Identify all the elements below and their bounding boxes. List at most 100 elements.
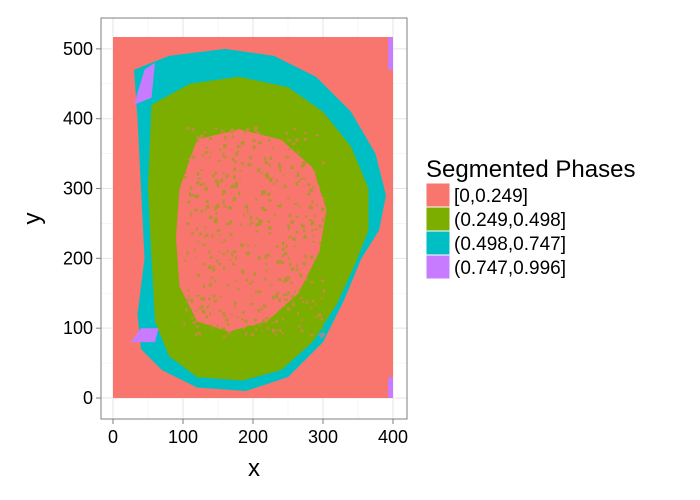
speckle-dot [246,180,250,184]
speckle-dot [307,183,311,187]
speckle-dot [290,165,294,170]
speckle-dot [251,239,255,241]
speckle-dot [282,247,285,251]
speckle-dot [235,181,238,186]
speckle-dot [308,205,313,210]
speckle-dot [247,331,252,335]
speckle-dot [249,155,252,160]
speckle-dot [204,226,207,229]
speckle-dot [314,303,317,306]
speckle-dot [196,227,199,231]
speckle-dot [275,179,278,183]
speckle-dot [282,211,285,214]
speckle-dot [277,221,280,224]
speckle-dot [312,226,316,229]
speckle-dot [318,304,321,308]
x-tick-label: 100 [168,427,198,447]
speckle-dot [204,208,206,212]
legend-label: (0.249,0.498] [454,210,566,231]
speckle-dot [216,331,220,334]
speckle-dot [311,134,314,137]
speckle-dot [188,144,191,147]
speckle-dot [273,203,277,208]
speckle-dot [259,149,262,153]
speckle-dot [222,190,226,194]
x-tick-label: 200 [238,427,268,447]
speckle-dot [273,217,277,220]
speckle-dot [214,179,219,183]
speckle-dot [288,236,292,239]
speckle-dot [244,319,248,323]
speckle-dot [231,141,233,145]
speckle-dot [235,224,238,227]
speckle-dot [279,168,282,172]
speckle-dot [189,194,194,197]
speckle-dot [216,198,221,201]
speckle-dot [274,231,277,234]
speckle-dot [249,215,253,220]
speckle-dot [212,268,216,272]
speckle-dot [282,254,285,257]
speckle-dot [319,242,323,245]
speckle-dot [195,309,198,312]
speckle-dot [244,235,248,240]
speckle-dot [302,254,305,258]
speckle-dot [223,302,227,306]
speckle-dot [287,307,291,312]
speckle-dot [236,242,240,247]
speckle-dot [288,148,291,151]
speckle-dot [188,327,192,331]
speckle-dot [257,292,260,297]
speckle-dot [185,281,187,283]
speckle-dot [305,177,308,181]
speckle-dot [292,301,295,306]
speckle-dot [238,161,241,164]
speckle-dot [287,273,290,275]
speckle-dot [197,240,200,243]
legend-label: (0.747,0.996] [454,258,566,279]
speckle-dot [207,295,212,299]
speckle-dot [242,300,246,304]
speckle-dot [320,247,323,251]
speckle-dot [249,305,253,308]
speckle-dot [236,177,240,181]
speckle-dot [230,274,234,278]
speckle-dot [196,140,200,142]
speckle-dot [222,242,225,245]
speckle-dot [224,238,226,242]
speckle-dot [295,273,298,276]
speckle-dot [209,215,212,220]
speckle-dot [207,228,209,231]
y-tick-label: 500 [63,39,93,59]
speckle-dot [288,227,290,230]
speckle-dot [215,269,218,272]
speckle-dot [244,223,248,226]
speckle-dot [300,287,304,291]
speckle-dot [275,319,279,323]
speckle-dot [208,159,212,163]
speckle-dot [233,175,236,179]
speckle-dot [255,290,258,294]
speckle-dot [241,138,245,142]
speckle-dot [214,217,218,222]
speckle-dot [296,257,298,261]
speckle-dot [282,141,285,144]
speckle-dot [228,142,232,145]
speckle-dot [207,152,211,157]
speckle-dot [294,214,296,218]
speckle-dot [196,181,200,185]
speckle-dot [187,328,190,333]
speckle-dot [303,232,306,235]
speckle-dot [258,140,262,145]
speckle-dot [286,276,291,280]
speckle-dot [208,265,212,270]
speckle-dot [312,235,315,238]
speckle-dot [199,243,203,247]
speckle-dot [200,305,204,309]
speckle-dot [298,205,301,208]
speckle-dot [234,304,236,308]
speckle-dot [232,267,237,271]
speckle-dot [185,126,190,130]
speckle-dot [246,209,249,214]
